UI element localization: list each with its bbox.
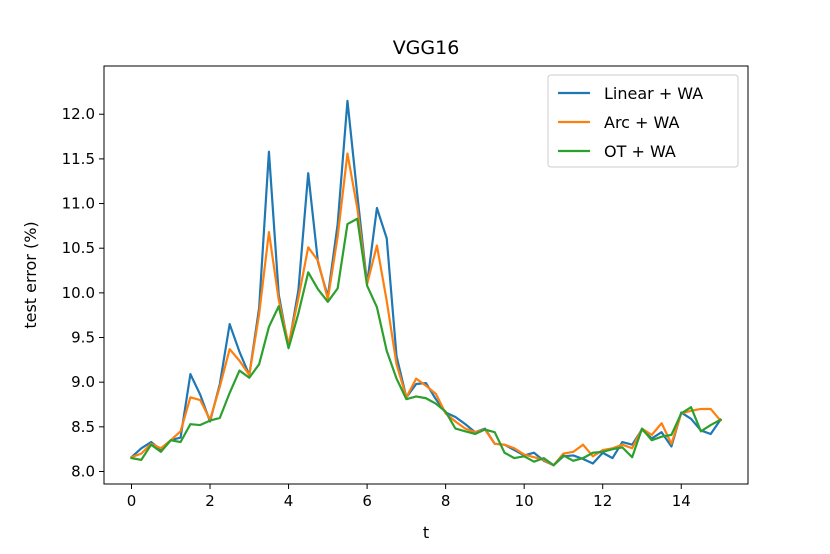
series-line-2 bbox=[130, 152, 723, 467]
y-tick-label: 9.5 bbox=[71, 329, 95, 347]
x-axis: 0 2 4 6 8 10 12 14 bbox=[127, 484, 691, 510]
x-tick-label: 8 bbox=[441, 492, 451, 510]
x-tick-label: 12 bbox=[593, 492, 612, 510]
x-tick-label: 14 bbox=[672, 492, 691, 510]
legend-label: Linear + WA bbox=[604, 84, 703, 103]
x-tick-label: 0 bbox=[127, 492, 137, 510]
legend-label: Arc + WA bbox=[604, 113, 679, 132]
series-layer bbox=[129, 99, 723, 467]
x-axis-label: t bbox=[423, 523, 429, 542]
y-tick-label: 10.5 bbox=[62, 239, 95, 257]
legend-label: OT + WA bbox=[604, 142, 676, 161]
x-tick-label: 10 bbox=[515, 492, 534, 510]
y-tick-label: 10.0 bbox=[62, 284, 95, 302]
y-tick-label: 8.5 bbox=[71, 418, 95, 436]
y-axis-label: test error (%) bbox=[21, 221, 40, 328]
y-tick-label: 11.0 bbox=[62, 195, 95, 213]
plot-frame bbox=[103, 65, 749, 485]
y-tick-label: 8.0 bbox=[71, 462, 95, 480]
series-line-1 bbox=[129, 99, 723, 467]
y-tick-label: 9.0 bbox=[71, 373, 95, 391]
legend-box bbox=[547, 74, 739, 168]
x-tick-label: 2 bbox=[205, 492, 215, 510]
x-tick-label: 6 bbox=[362, 492, 372, 510]
y-tick-label: 11.5 bbox=[62, 150, 95, 168]
y-axis: 8.0 8.5 9.0 9.5 10.0 10.5 11.0 11.5 12.0 bbox=[62, 105, 104, 480]
chart-title: VGG16 bbox=[393, 37, 460, 59]
legend: Linear + WA Arc + WA OT + WA bbox=[547, 74, 739, 168]
y-tick-label: 12.0 bbox=[62, 105, 95, 123]
x-tick-label: 4 bbox=[284, 492, 294, 510]
series-line-3 bbox=[130, 217, 723, 467]
